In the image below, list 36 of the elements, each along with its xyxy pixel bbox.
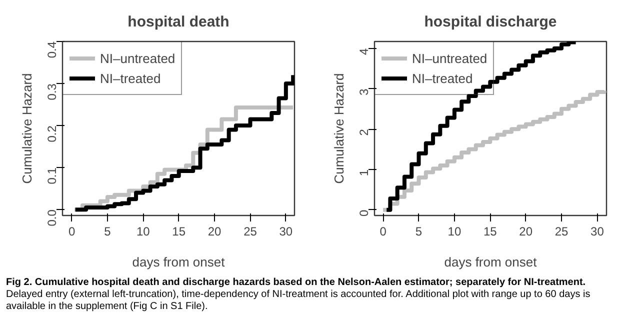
y-tick-label: 2 (357, 128, 371, 136)
y-tick-label: 0.4 (45, 41, 59, 58)
x-tick-label: 30 (279, 224, 293, 238)
y-tick-label: 0.3 (45, 83, 59, 100)
x-tick-label: 25 (244, 224, 258, 238)
caption: Fig 2. Cumulative hospital death and discharge hazards based on the Nelson-Aalen estimator; separately for NI-treatment. (6, 277, 586, 288)
chart-title: hospital death (128, 14, 230, 30)
y-axis-title: Cumulative Hazard (332, 73, 346, 184)
y-axis-title: Cumulative Hazard (20, 73, 34, 184)
x-tick-label: 25 (554, 224, 569, 238)
y-tick-label: 0 (357, 210, 371, 217)
legend-label: NI–untreated (100, 50, 176, 66)
x-axis-title: days from onset (132, 254, 226, 270)
chart-title: hospital discharge (424, 14, 557, 30)
x-tick-label: 0 (380, 224, 387, 238)
y-tick-label: 0.2 (45, 125, 59, 142)
x-tick-label: 5 (104, 224, 112, 238)
x-tick-label: 15 (483, 224, 498, 238)
x-tick-label: 20 (208, 224, 222, 238)
x-tick-label: 15 (172, 224, 186, 238)
legend-label: NI–treated (100, 70, 161, 86)
y-tick-label: 0.1 (45, 167, 59, 184)
y-tick-label: 0.0 (45, 209, 59, 226)
x-tick-label: 10 (136, 224, 150, 238)
x-tick-label: 0 (68, 224, 76, 238)
x-tick-label: 30 (590, 224, 604, 238)
text: Delayed entry (external left-truncation), time-dependency of NI-treatment is accounted for. Additional plot with range up to 60 days is available in the supplement (Fig C in S1 File). (6, 289, 590, 312)
y-tick-label: 3 (357, 88, 371, 96)
x-tick-label: 20 (519, 224, 533, 238)
y-tick-label: 4 (357, 48, 371, 56)
x-axis-title: days from onset (444, 254, 538, 270)
x-tick-label: 5 (415, 224, 422, 238)
legend-label: NI–untreated (412, 50, 488, 66)
x-tick-label: 10 (448, 224, 462, 238)
legend-label: NI–treated (412, 70, 473, 86)
y-tick-label: 1 (357, 169, 371, 176)
